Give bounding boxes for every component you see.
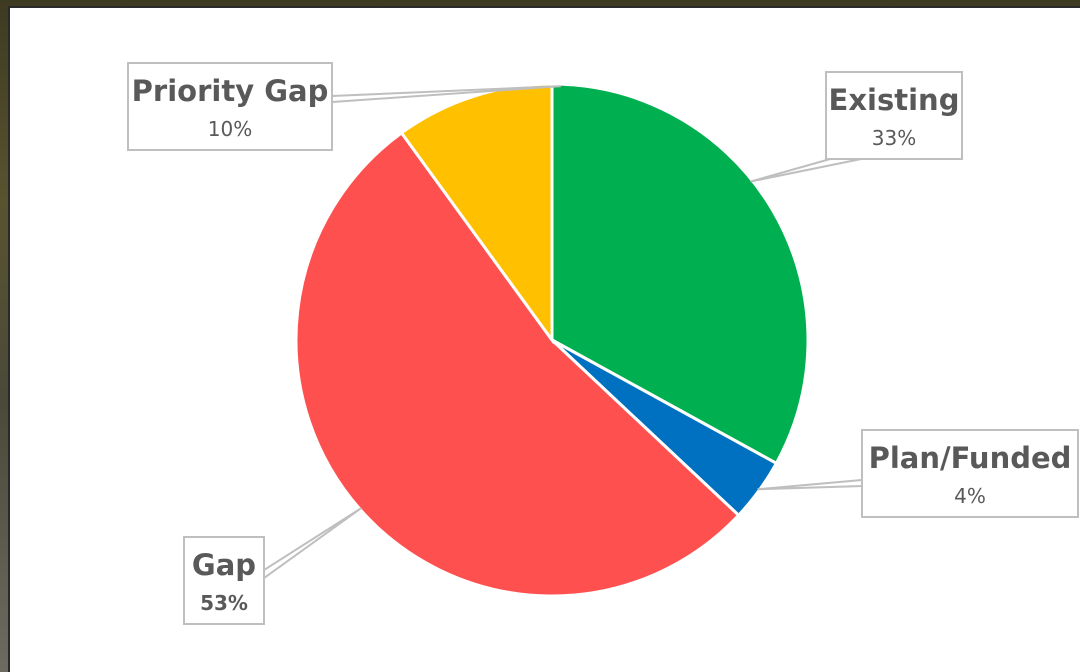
slice-label-gap: Gap	[192, 548, 256, 582]
label-box-priority-gap	[127, 62, 333, 151]
label-plan-funded: Plan/Funded 4%	[861, 429, 1079, 518]
label-gap: Gap 53%	[183, 536, 265, 625]
slice-pct-existing: 33%	[872, 126, 916, 150]
slice-label-existing: Existing	[829, 83, 960, 117]
leader-line-plan-funded	[757, 478, 863, 491]
label-box-plan-funded	[861, 429, 1079, 518]
pie-slice-existing	[550, 82, 810, 466]
label-priority-gap: Priority Gap 10%	[127, 62, 333, 151]
slice-pct-gap: 53%	[200, 591, 248, 615]
leader-line-gap	[263, 507, 363, 580]
slice-pct-priority-gap: 10%	[208, 117, 252, 141]
slice-label-plan-funded: Plan/Funded	[869, 441, 1072, 475]
pie-slice-priority-gap	[399, 82, 554, 345]
label-existing: Existing 33%	[825, 71, 963, 160]
slice-pct-plan-funded: 4%	[954, 484, 986, 508]
slice-label-priority-gap: Priority Gap	[132, 74, 329, 108]
label-box-gap	[183, 536, 265, 625]
label-box-existing	[825, 71, 963, 160]
